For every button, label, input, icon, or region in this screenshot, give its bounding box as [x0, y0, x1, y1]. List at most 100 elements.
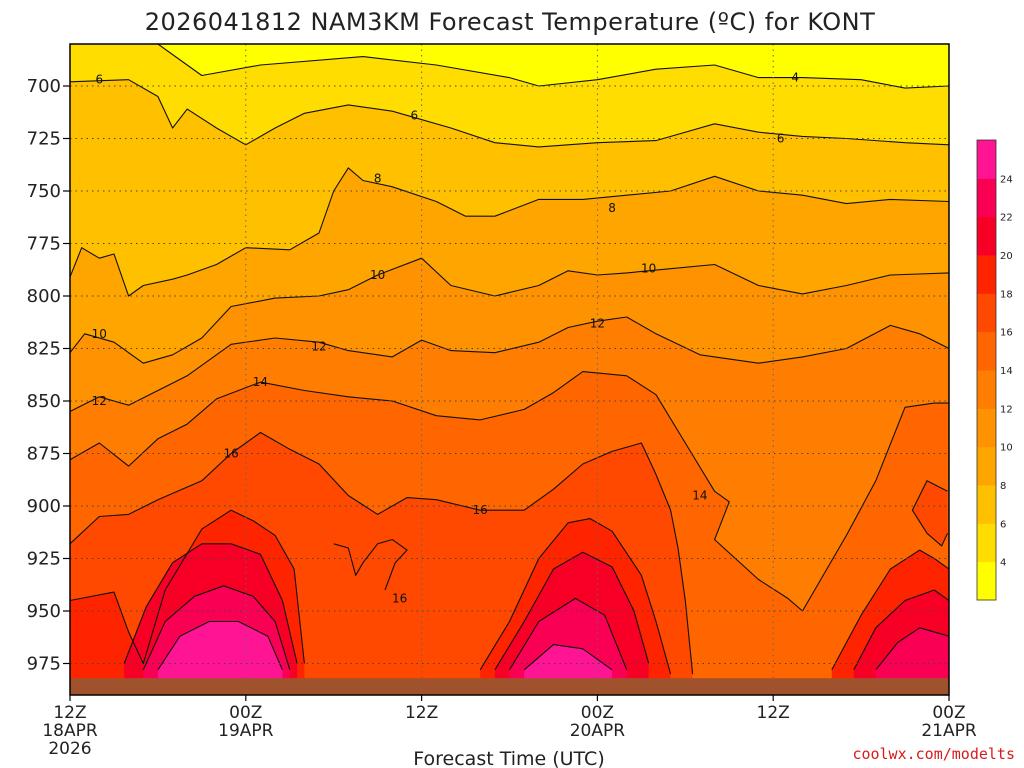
- contour-label-16: 16: [224, 447, 239, 461]
- colorbar-tick-6: 6: [1000, 519, 1006, 530]
- isotherm-line-14-5: [70, 371, 949, 612]
- x-tick-label-48-1: 12Z: [757, 703, 790, 723]
- contour-label-10: 10: [370, 268, 385, 282]
- x-tick-label-60-2: 21APR: [921, 721, 977, 741]
- y-tick-label-700: 700: [27, 76, 61, 97]
- isotherm-fill-24-18: [157, 621, 283, 695]
- colorbar-tick-24: 24: [1000, 174, 1013, 185]
- colorbar: 4 6 8 10 12 14 16 18 20 22 24: [976, 139, 1013, 601]
- contour-label-12: 12: [92, 394, 107, 408]
- isotherm-line-20-12: [123, 543, 298, 664]
- contour-label-16: 16: [392, 591, 407, 605]
- isotherm-line-16-7: [911, 480, 948, 547]
- isotherm-line-18-9: [70, 509, 305, 665]
- isotherm-fill-16-7: [912, 480, 948, 695]
- y-tick-label-925: 925: [27, 549, 61, 570]
- isotherm-line-8-2: [70, 167, 949, 297]
- colorbar-bin-10: [977, 408, 996, 448]
- colorbar-bin-4: [977, 523, 996, 563]
- isotherm-line-18-11: [831, 549, 949, 671]
- colorbar-bin-8: [977, 446, 996, 486]
- isotherm-line-20-14: [853, 589, 949, 671]
- colorbar-bin-24: [977, 140, 996, 179]
- contour-label-12: 12: [311, 339, 326, 353]
- isotherm-line-6-1: [70, 79, 949, 148]
- x-axis-label: Forecast Time (UTC): [413, 748, 604, 768]
- colorbar-bin-14: [977, 331, 996, 371]
- isotherm-line-18-10: [479, 518, 672, 675]
- colorbar-bin-16: [977, 293, 996, 333]
- isotherm-line-10-3: [70, 257, 949, 364]
- contour-label-8: 8: [608, 201, 616, 215]
- colorbar-tick-22: 22: [1000, 213, 1013, 224]
- contour-label-16: 16: [473, 503, 488, 517]
- contour-label-14: 14: [692, 489, 707, 503]
- x-tick-label-12-1: 00Z: [229, 703, 262, 723]
- x-tick-label-0-3: 2026: [48, 739, 91, 759]
- isotherm-line-20-13: [494, 551, 650, 671]
- isotherm-line-16-8: [333, 539, 408, 591]
- y-tick-label-825: 825: [27, 339, 61, 360]
- plot-frame: [69, 43, 950, 696]
- colorbar-bin-18: [977, 255, 996, 294]
- isotherm-line-12-4: [70, 316, 949, 412]
- colorbar-bin-20: [977, 216, 996, 256]
- isotherm-line-24-18: [157, 620, 283, 671]
- y-tick-label-800: 800: [27, 286, 61, 307]
- y-tick-label-725: 725: [27, 129, 61, 150]
- y-axis: 700 725 750 775 800 825 850 875 900 925 950 975: [27, 76, 70, 675]
- colorbar-frame: [976, 139, 997, 601]
- temperature-fills: [70, 44, 949, 695]
- contour-label-6: 6: [410, 108, 418, 122]
- y-tick-label-775: 775: [27, 234, 61, 255]
- x-tick-label-0-1: 12Z: [53, 703, 86, 723]
- credit-text[interactable]: coolwx.com/modelts: [852, 745, 1015, 763]
- gridlines: [70, 44, 949, 695]
- isotherm-line-4-0: [70, 44, 949, 89]
- contour-label-10: 10: [92, 327, 107, 341]
- colorbar-bin-12: [977, 370, 996, 409]
- contour-label-12: 12: [590, 316, 605, 330]
- y-tick-label-975: 975: [27, 654, 61, 675]
- colorbar-tick-16: 16: [1000, 328, 1013, 339]
- colorbar-tick-10: 10: [1000, 443, 1013, 454]
- contour-label-8: 8: [374, 171, 382, 185]
- isotherm-line-16-6: [70, 431, 694, 675]
- colorbar-tick-8: 8: [1000, 481, 1006, 492]
- chart-title: 2026041812 NAM3KM Forecast Temperature (…: [145, 8, 876, 36]
- contour-label-6: 6: [777, 132, 785, 146]
- contour-label-4: 4: [791, 71, 799, 85]
- colorbar-tick-18: 18: [1000, 289, 1013, 300]
- isotherm-line-22-16: [509, 597, 628, 671]
- x-tick-label-0-2: 18APR: [42, 721, 98, 741]
- contour-label-14: 14: [253, 375, 268, 389]
- colorbar-tick-12: 12: [1000, 404, 1013, 415]
- isotherm-line-22-17: [875, 627, 949, 671]
- contour-label-10: 10: [641, 262, 656, 276]
- x-tick-label-36-2: 20APR: [570, 721, 626, 741]
- isotherm-line-24-19: [523, 644, 613, 671]
- y-tick-label-850: 850: [27, 391, 61, 412]
- y-tick-label-950: 950: [27, 601, 61, 622]
- colorbar-tick-20: 20: [1000, 251, 1013, 262]
- y-tick-label-900: 900: [27, 496, 61, 517]
- isotherm-line-22-15: [142, 585, 291, 671]
- colorbar-bin-22: [977, 178, 996, 218]
- colorbar-tick-14: 14: [1000, 366, 1013, 377]
- isotherm-fill-16-8: [333, 539, 407, 695]
- x-tick-label-24-1: 12Z: [405, 703, 438, 723]
- colorbar-tick-4: 4: [1000, 558, 1006, 569]
- isotherm-lines: [70, 44, 949, 675]
- colorbar-bin-2: [977, 561, 996, 601]
- y-tick-label-750: 750: [27, 181, 61, 202]
- ground-surface: [70, 678, 949, 695]
- colorbar-bin-6: [977, 485, 996, 524]
- x-tick-label-60-1: 00Z: [932, 703, 965, 723]
- x-tick-label-36-1: 00Z: [581, 703, 614, 723]
- x-tick-label-12-2: 19APR: [218, 721, 274, 741]
- y-tick-label-875: 875: [27, 444, 61, 465]
